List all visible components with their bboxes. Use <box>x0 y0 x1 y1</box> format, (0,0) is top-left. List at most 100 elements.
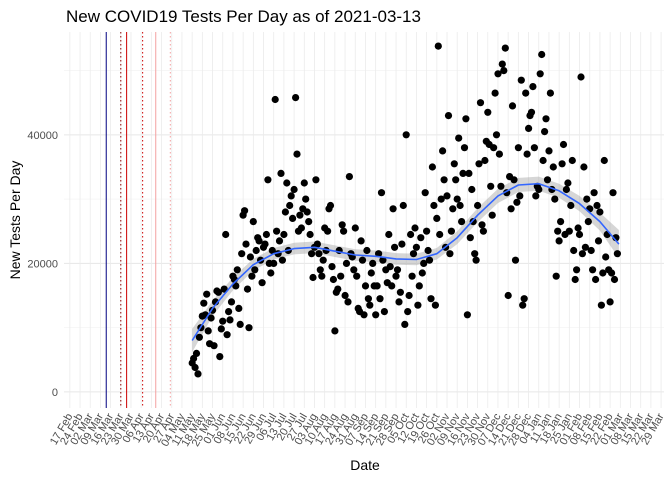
data-point <box>589 266 597 274</box>
data-point <box>516 192 524 200</box>
data-point <box>255 237 263 245</box>
data-point <box>337 272 345 280</box>
data-point <box>523 150 531 158</box>
data-point <box>242 240 250 248</box>
data-point <box>599 269 607 277</box>
data-point <box>302 195 310 203</box>
data-point <box>545 147 553 155</box>
data-point <box>251 266 259 274</box>
data-point <box>200 299 208 307</box>
data-point <box>491 89 499 97</box>
data-point <box>361 282 370 290</box>
data-point <box>495 150 503 158</box>
data-point <box>372 311 380 319</box>
data-point <box>313 240 321 248</box>
data-point <box>446 250 454 258</box>
data-point <box>447 227 455 235</box>
data-point <box>484 108 492 116</box>
data-point <box>396 288 404 296</box>
data-point <box>458 218 466 226</box>
data-point <box>436 230 444 239</box>
y-axis-ticks: 0 20000 40000 <box>27 130 58 399</box>
data-point <box>557 218 565 226</box>
data-point <box>517 76 525 84</box>
vertical-reference-lines <box>105 32 171 408</box>
data-point <box>463 311 471 319</box>
data-point <box>334 285 342 293</box>
data-point <box>562 185 571 194</box>
data-point <box>594 237 603 245</box>
data-point <box>409 250 418 258</box>
data-point <box>535 185 543 194</box>
data-point <box>312 176 320 184</box>
data-point <box>513 198 521 206</box>
grid-minor <box>64 70 664 328</box>
data-point <box>549 163 557 171</box>
data-point <box>358 256 367 264</box>
data-point <box>581 243 590 251</box>
data-point <box>456 201 464 210</box>
data-point <box>530 144 539 152</box>
data-point <box>214 288 222 296</box>
data-point <box>315 250 323 258</box>
data-point <box>207 314 215 322</box>
data-point <box>597 301 606 309</box>
data-point <box>246 253 254 261</box>
data-point <box>267 269 275 277</box>
data-point <box>277 169 285 177</box>
data-point <box>217 325 225 333</box>
data-point <box>466 234 474 242</box>
smooth-line-path <box>191 182 620 341</box>
data-point <box>587 246 595 255</box>
data-point <box>565 227 573 235</box>
grid-major <box>64 32 664 408</box>
data-point <box>471 250 479 258</box>
data-point <box>219 317 227 325</box>
data-point <box>440 176 448 184</box>
data-point <box>542 115 550 123</box>
data-point <box>452 176 460 184</box>
chart-title: New COVID19 Tests Per Day as of 2021-03-… <box>66 7 421 26</box>
data-point <box>570 246 578 255</box>
data-point <box>236 320 244 328</box>
data-point <box>536 70 544 78</box>
data-point <box>243 285 252 293</box>
data-point <box>500 67 508 75</box>
data-point <box>233 266 241 274</box>
data-point <box>603 230 611 239</box>
y-axis-label: New Tests Per Day <box>7 161 23 280</box>
data-point <box>195 333 203 341</box>
data-point <box>600 156 608 165</box>
x-axis-label: Date <box>350 457 380 473</box>
data-point <box>261 240 269 248</box>
data-point <box>522 89 530 97</box>
data-point <box>455 134 463 142</box>
data-point <box>555 237 563 245</box>
data-point <box>351 224 359 232</box>
data-point <box>235 304 243 312</box>
data-point <box>527 108 536 116</box>
smooth-confidence-band-area <box>192 176 619 353</box>
data-point <box>578 250 587 258</box>
data-point <box>558 160 566 168</box>
data-point <box>497 182 505 190</box>
data-point <box>423 227 431 235</box>
data-point <box>316 266 324 274</box>
data-point <box>412 243 420 251</box>
data-point <box>532 192 540 200</box>
data-point <box>385 230 393 239</box>
data-point <box>338 221 346 229</box>
data-point <box>225 308 233 316</box>
data-point <box>280 230 288 239</box>
data-point <box>350 266 358 274</box>
y-tick-label: 20000 <box>27 258 58 270</box>
data-point <box>258 279 266 287</box>
data-point <box>401 320 409 328</box>
data-point <box>478 221 486 229</box>
data-point <box>377 189 386 197</box>
data-point <box>270 259 278 267</box>
data-point <box>375 250 383 258</box>
data-point <box>366 301 374 309</box>
data-point <box>424 246 432 255</box>
